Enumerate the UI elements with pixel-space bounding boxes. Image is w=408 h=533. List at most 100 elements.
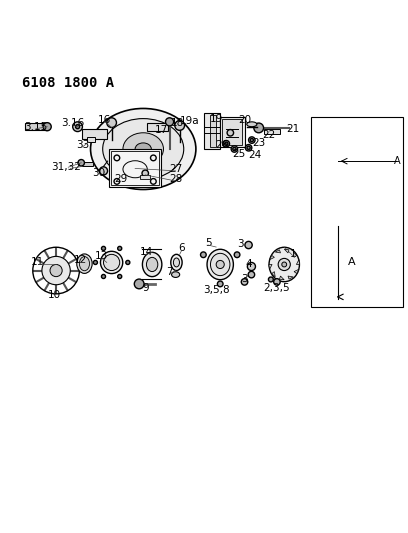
Circle shape <box>254 123 264 133</box>
Text: 11: 11 <box>31 257 44 268</box>
Text: 19a: 19a <box>180 116 200 126</box>
Polygon shape <box>293 252 297 257</box>
Text: 5: 5 <box>205 238 211 248</box>
Circle shape <box>78 159 84 166</box>
Text: 13: 13 <box>95 251 109 261</box>
Ellipse shape <box>282 262 287 267</box>
Ellipse shape <box>91 108 196 190</box>
Text: 22: 22 <box>262 130 275 140</box>
Ellipse shape <box>216 261 224 269</box>
Circle shape <box>250 139 253 142</box>
Text: 7: 7 <box>166 267 173 277</box>
Text: 12: 12 <box>74 255 87 265</box>
Circle shape <box>248 137 255 143</box>
Ellipse shape <box>104 254 120 271</box>
Ellipse shape <box>171 254 182 271</box>
Text: 6108 1800 A: 6108 1800 A <box>22 76 114 90</box>
Text: 3,5,8: 3,5,8 <box>203 285 229 295</box>
Polygon shape <box>284 249 289 253</box>
Circle shape <box>217 281 223 287</box>
Circle shape <box>102 274 106 279</box>
Ellipse shape <box>278 259 290 271</box>
Text: 29: 29 <box>114 174 128 184</box>
Text: A: A <box>348 257 355 268</box>
Text: 28: 28 <box>169 174 182 184</box>
Text: 9: 9 <box>142 282 149 293</box>
Ellipse shape <box>207 249 233 280</box>
Text: 2,3,5: 2,3,5 <box>264 282 290 293</box>
Bar <box>87 137 95 142</box>
Ellipse shape <box>80 256 89 271</box>
Bar <box>140 175 150 180</box>
Circle shape <box>223 141 230 147</box>
Circle shape <box>245 144 252 151</box>
Bar <box>82 163 93 166</box>
Circle shape <box>118 246 122 251</box>
Bar <box>111 151 160 185</box>
Bar <box>204 112 220 149</box>
Circle shape <box>227 130 234 136</box>
Text: 16: 16 <box>98 115 111 125</box>
Polygon shape <box>294 269 299 273</box>
Bar <box>264 129 280 134</box>
Ellipse shape <box>173 258 180 267</box>
Ellipse shape <box>100 251 123 273</box>
Circle shape <box>241 279 248 285</box>
Text: 3: 3 <box>241 274 248 285</box>
Circle shape <box>43 123 51 131</box>
Polygon shape <box>270 255 275 260</box>
Circle shape <box>75 125 80 129</box>
Circle shape <box>234 252 240 257</box>
Polygon shape <box>288 276 293 279</box>
Polygon shape <box>279 276 284 280</box>
Text: 3: 3 <box>237 239 244 249</box>
Text: 17: 17 <box>155 125 168 134</box>
Ellipse shape <box>42 256 70 285</box>
Text: 4: 4 <box>245 259 252 269</box>
Circle shape <box>102 246 106 251</box>
Ellipse shape <box>77 254 92 273</box>
Text: 10: 10 <box>47 290 61 300</box>
Circle shape <box>100 167 108 175</box>
Text: 31,32: 31,32 <box>51 162 81 172</box>
Circle shape <box>200 252 206 257</box>
Text: 3.16: 3.16 <box>61 118 84 127</box>
Circle shape <box>274 279 280 285</box>
Text: 24: 24 <box>248 150 261 160</box>
Circle shape <box>175 120 184 131</box>
Circle shape <box>248 271 255 278</box>
Text: 33: 33 <box>76 140 89 150</box>
Bar <box>210 115 216 147</box>
Circle shape <box>225 142 228 146</box>
Circle shape <box>134 279 144 289</box>
Circle shape <box>247 262 255 271</box>
Ellipse shape <box>211 253 230 276</box>
Text: 19: 19 <box>210 114 223 124</box>
Circle shape <box>126 261 130 264</box>
Text: 26: 26 <box>215 140 229 150</box>
Ellipse shape <box>269 247 299 282</box>
Text: 23: 23 <box>252 138 265 148</box>
Bar <box>25 123 47 131</box>
Circle shape <box>107 118 116 127</box>
Text: 1: 1 <box>290 249 297 260</box>
Ellipse shape <box>172 272 180 278</box>
Text: 20: 20 <box>238 115 251 125</box>
Ellipse shape <box>135 143 151 155</box>
Ellipse shape <box>103 119 184 180</box>
Text: 27: 27 <box>169 164 182 174</box>
Circle shape <box>231 146 237 152</box>
Circle shape <box>142 170 149 176</box>
Text: 30: 30 <box>92 168 105 179</box>
Text: 3.15: 3.15 <box>24 122 47 132</box>
Polygon shape <box>275 250 280 253</box>
Ellipse shape <box>123 133 164 165</box>
Text: 14: 14 <box>140 247 153 257</box>
Text: 6: 6 <box>178 243 185 253</box>
Circle shape <box>247 146 250 149</box>
Ellipse shape <box>50 264 62 277</box>
Text: 25: 25 <box>232 149 245 159</box>
Text: 21: 21 <box>286 124 300 134</box>
Circle shape <box>233 147 236 151</box>
Text: 18: 18 <box>171 118 184 128</box>
